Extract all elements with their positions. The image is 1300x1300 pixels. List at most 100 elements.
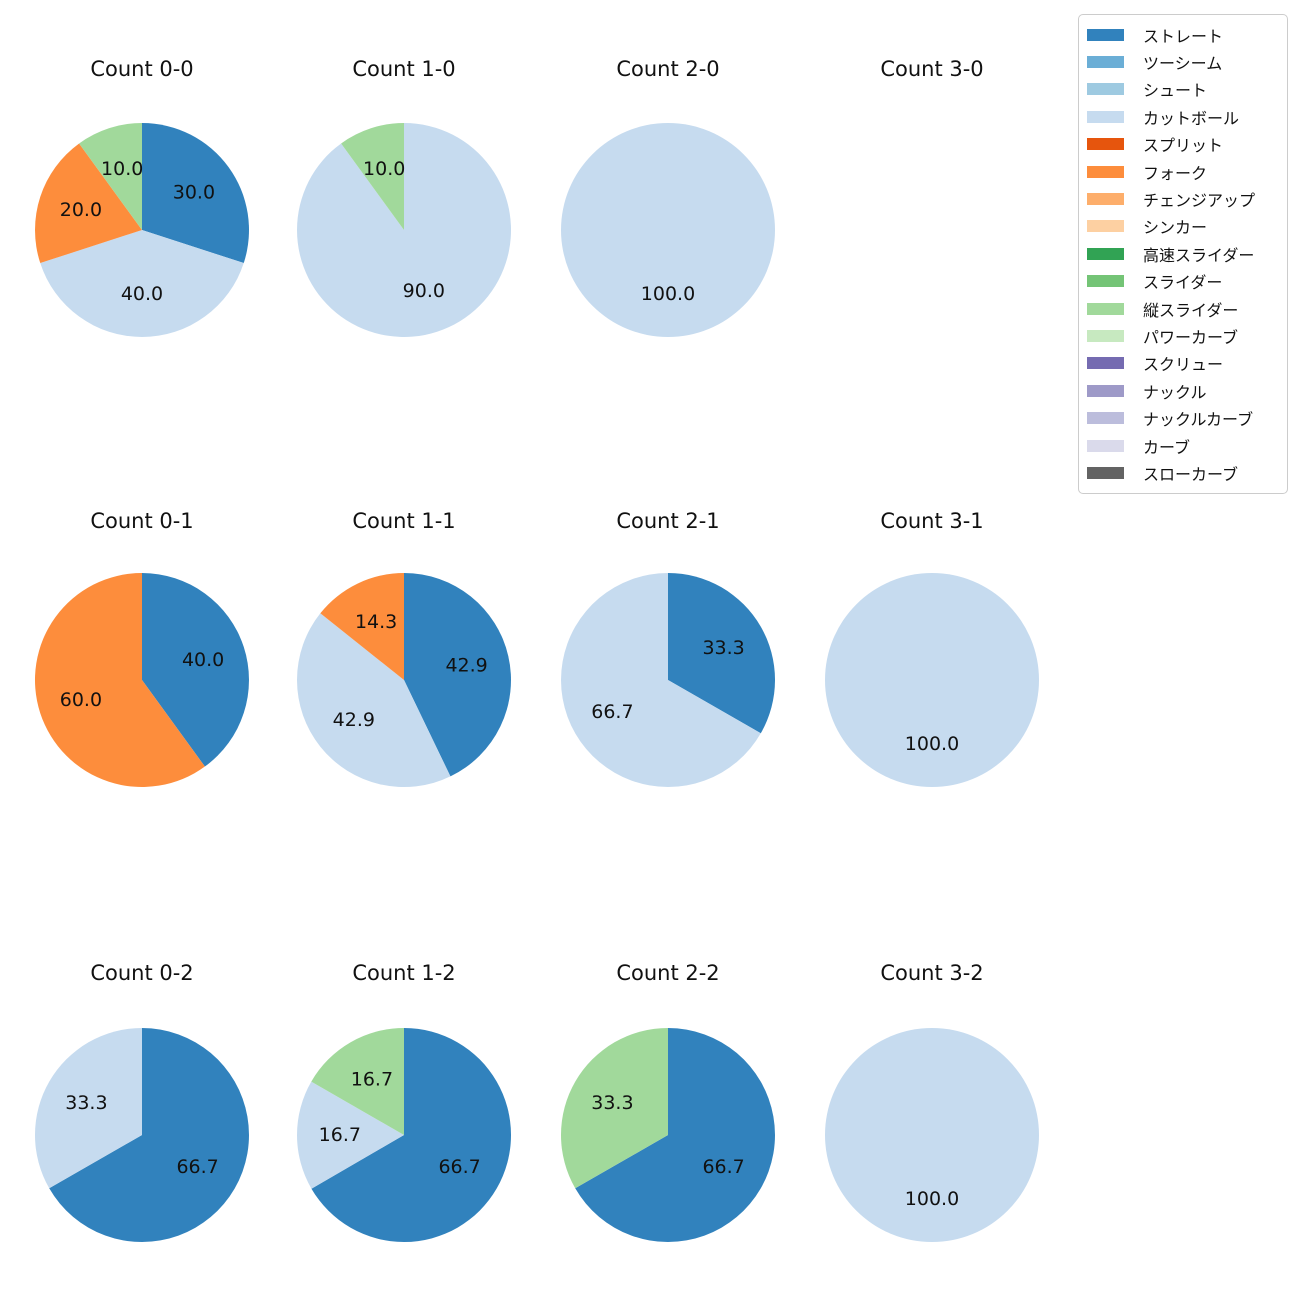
pie-slice-カットボール	[296, 613, 451, 787]
pie-pct-label: 33.3	[591, 1092, 633, 1114]
pie-pct-label: 90.0	[403, 280, 445, 302]
legend-swatch-icon	[1087, 28, 1124, 41]
legend-swatch-icon	[1087, 329, 1124, 342]
legend-label: パワーカーブ	[1143, 327, 1239, 347]
pie-pct-label: 16.7	[319, 1124, 361, 1146]
legend-swatch-icon	[1087, 412, 1124, 425]
pie-pct-label: 40.0	[121, 283, 163, 305]
legend-item: ナックルカーブ	[1079, 404, 1287, 431]
pie-slice-カットボール	[561, 123, 775, 337]
legend-label: ツーシーム	[1143, 54, 1223, 74]
legend-swatch-icon	[1087, 56, 1124, 69]
legend-label: シュート	[1143, 81, 1208, 101]
legend-swatch-icon	[1087, 138, 1124, 151]
legend-label: 高速スライダー	[1143, 245, 1255, 265]
legend-label: スローカーブ	[1143, 464, 1239, 484]
legend-item-list: ストレートツーシームシュートカットボール スプリットフォークチェンジアップ シンカー…	[1079, 21, 1287, 487]
chart-title-count-1-2: Count 1-2	[352, 961, 456, 985]
legend-swatch-icon	[1087, 83, 1124, 96]
legend-item: シンカー	[1079, 213, 1287, 240]
pie-pct-label: 10.0	[363, 158, 405, 180]
legend-label: カットボール	[1143, 108, 1240, 128]
legend-label: ナックルカーブ	[1143, 410, 1254, 430]
legend-label: スプリット	[1143, 136, 1224, 156]
chart-title-count-1-1: Count 1-1	[352, 509, 456, 533]
legend-swatch-icon	[1087, 247, 1124, 260]
pie-pct-label: 100.0	[905, 1188, 959, 1210]
legend-label: スクリュー	[1143, 355, 1224, 375]
pie-pct-label: 40.0	[182, 649, 224, 671]
pie-count-0-2: 66.7 33.3	[34, 1028, 249, 1242]
pie-count-1-0: 90.0 10.0	[297, 123, 512, 337]
pie-count-0-0: 30.0 40.0 20.0 10.0	[35, 123, 249, 337]
legend-label: スライダー	[1143, 273, 1223, 293]
legend-item: ナックル	[1079, 377, 1287, 404]
chart-title-count-2-0: Count 2-0	[616, 57, 720, 81]
pie-count-3-2: 100.0	[825, 1028, 1039, 1242]
pie-count-2-1: 33.3 66.7	[561, 573, 776, 788]
legend-label: ストレート	[1143, 26, 1224, 46]
pie-pct-label: 10.0	[101, 158, 143, 180]
legend-swatch-icon	[1087, 220, 1124, 233]
legend-item: カーブ	[1079, 432, 1287, 459]
legend-item: フォーク	[1079, 158, 1287, 185]
pie-pct-label: 16.7	[351, 1068, 393, 1090]
pie-pct-label: 20.0	[60, 199, 102, 221]
pie-count-3-1: 100.0	[825, 573, 1039, 787]
legend-swatch-icon	[1087, 193, 1124, 206]
legend-item: スクリュー	[1079, 350, 1287, 377]
chart-title-count-0-2: Count 0-2	[90, 961, 194, 985]
legend-label: 縦スライダー	[1143, 300, 1239, 320]
chart-title-count-3-0: Count 3-0	[880, 57, 984, 81]
pie-pct-label: 60.0	[60, 689, 102, 711]
legend-label: シンカー	[1143, 218, 1208, 238]
pie-slice-ストレート	[575, 1028, 775, 1242]
chart-title-count-0-1: Count 0-1	[90, 509, 194, 533]
legend-item: スローカーブ	[1079, 459, 1287, 486]
legend-item: チェンジアップ	[1079, 185, 1287, 212]
pie-slice-ストレート	[49, 1028, 249, 1242]
legend-item: シュート	[1079, 76, 1287, 103]
pie-slice-フォーク	[320, 573, 404, 680]
pie-pct-label: 33.3	[65, 1092, 107, 1114]
pie-slice-カットボール	[40, 230, 244, 337]
pie-pct-label: 30.0	[173, 181, 215, 203]
legend-label: フォーク	[1143, 163, 1208, 183]
pie-slice-ストレート	[142, 123, 249, 264]
legend-label: ナックル	[1143, 382, 1207, 402]
pie-pct-label: 42.9	[333, 709, 375, 731]
pie-count-0-1: 40.0 60.0	[34, 573, 249, 787]
legend-label: チェンジアップ	[1143, 191, 1256, 211]
pie-slice-カットボール	[297, 1081, 404, 1189]
pie-pct-label: 66.7	[176, 1156, 218, 1178]
legend-item: 縦スライダー	[1079, 295, 1287, 322]
chart-title-count-0-0: Count 0-0	[90, 57, 194, 81]
pie-slice-縦スライダー	[560, 1028, 668, 1189]
legend-item: ツーシーム	[1079, 48, 1287, 75]
pie-pct-label: 42.9	[445, 655, 487, 677]
pie-slice-フォーク	[35, 143, 142, 264]
chart-title-count-1-0: Count 1-0	[352, 57, 456, 81]
chart-title-count-3-2: Count 3-2	[880, 961, 984, 985]
chart-title-count-3-1: Count 3-1	[880, 509, 984, 533]
pie-slice-ストレート	[404, 573, 511, 777]
pie-count-2-0: 100.0	[561, 123, 775, 337]
pie-slice-縦スライダー	[341, 123, 404, 230]
pie-slice-フォーク	[34, 573, 205, 787]
pie-pct-label: 100.0	[641, 283, 695, 305]
pie-pct-label: 66.7	[702, 1156, 744, 1178]
pie-count-2-2: 66.7 33.3	[560, 1028, 775, 1242]
pie-slice-ストレート	[311, 1028, 512, 1242]
chart-title-count-2-1: Count 2-1	[616, 509, 720, 533]
legend-item: パワーカーブ	[1079, 322, 1287, 349]
pie-slice-カットボール	[825, 1028, 1039, 1242]
legend-item: ストレート	[1079, 21, 1287, 48]
legend-swatch-icon	[1087, 357, 1124, 370]
pie-slice-カットボール	[297, 123, 512, 337]
pie-pct-label: 66.7	[438, 1156, 480, 1178]
chart-title-count-2-2: Count 2-2	[616, 961, 720, 985]
pie-pct-label: 100.0	[905, 733, 959, 755]
legend-swatch-icon	[1087, 110, 1124, 123]
legend-swatch-icon	[1087, 439, 1124, 452]
